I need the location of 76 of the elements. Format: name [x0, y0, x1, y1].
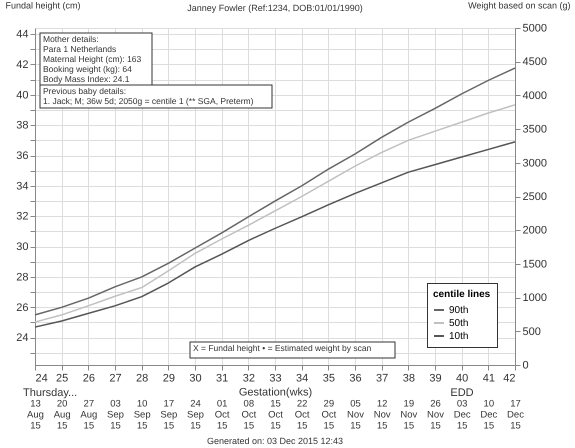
x2-tick-label: 19 Nov 15 [400, 398, 418, 432]
y2-tick-label: 4500 [522, 56, 547, 68]
legend-label: 10th [449, 331, 468, 342]
x2-tick-label: 27 Aug 15 [80, 398, 98, 432]
y-tick-label: 28 [16, 271, 28, 284]
x-tick-label: 24 [36, 372, 48, 384]
y-tick-label: 30 [16, 241, 28, 254]
chart-title: Janney Fowler (Ref:1234, DOB:01/01/1990) [187, 3, 363, 13]
line-series [34, 67, 516, 316]
legend-label: 90th [449, 305, 468, 316]
y-tick-label: 36 [16, 150, 28, 162]
y-tick-label: 24 [16, 332, 28, 344]
line-series [34, 141, 516, 328]
y-tick-label: 38 [16, 120, 28, 132]
x2-tick-label: 15 Oct 15 [268, 398, 284, 432]
x2-tick-label: 05 Nov 15 [347, 398, 364, 432]
y2-tick-label: 2000 [522, 224, 547, 237]
y-tick-label: 40 [16, 89, 28, 102]
x2-tick-label: 17 Dec 15 [507, 398, 524, 432]
x-tick-label: 40 [456, 372, 468, 384]
x2-tick-label: 17 Sep 15 [160, 398, 178, 432]
y-tick-label: 34 [16, 180, 28, 192]
x2-tick-label: 29 Oct 15 [321, 398, 337, 432]
y2-tick-label: 3000 [522, 157, 547, 170]
y-tick-label: 26 [16, 302, 28, 314]
y2-tick-label: 2500 [522, 191, 547, 203]
y-axis-title: Fundal height (cm) [6, 0, 81, 10]
y2-tick-label: 0 [522, 360, 529, 372]
x-tick-label: 42 [503, 372, 516, 384]
x-tick-label: 27 [109, 372, 122, 384]
x2-tick-label: 03 Dec 15 [454, 398, 471, 432]
x-tick-label: 30 [189, 372, 202, 384]
x2-tick-label: 20 Aug 15 [54, 398, 71, 432]
text: Thursday... [23, 387, 78, 399]
x2-tick-label: 12 Nov 15 [374, 398, 391, 432]
y2-tick-label: 1500 [522, 258, 547, 270]
x2-tick-label: 10 Sep 15 [134, 398, 151, 432]
y2-tick-label: 3500 [522, 124, 547, 136]
x2-tick-label: 10 Dec 15 [480, 398, 498, 432]
x-tick-label: 34 [296, 372, 308, 384]
x-tick-label: 26 [82, 372, 95, 384]
y2-axis-title: Weight based on scan (g) [468, 0, 570, 10]
x2-tick-label: 22 Oct 15 [294, 398, 310, 432]
x-tick-label: 31 [216, 372, 228, 384]
x-axis-title: Gestation(wks) [238, 386, 312, 398]
y-tick-label: 44 [16, 28, 28, 41]
y2-tick-label: 4000 [522, 90, 547, 102]
y2-tick-label: 5000 [522, 22, 547, 34]
legend-title: centile lines [433, 289, 491, 300]
x2-tick-label: 01 Oct 15 [214, 398, 230, 432]
x2-tick-label: 03 Sep 15 [107, 398, 124, 432]
x2-tick-label: 26 Nov 15 [427, 398, 444, 432]
x2-tick-label: 08 Oct 15 [241, 398, 257, 432]
x2-tick-label: 13 Aug 15 [27, 398, 44, 432]
y-tick-label: 32 [16, 210, 28, 223]
x-tick-label: 36 [349, 372, 362, 384]
x-tick-label: 33 [269, 372, 282, 384]
x-tick-label: 32 [242, 372, 255, 384]
annotation: Previous baby details: 1. Jack; M; 36w 5d; 2050g = centile 1 (** SGA, Preterm) [43, 86, 254, 106]
y2-tick-label: 500 [522, 326, 541, 338]
x-tick-label: 37 [376, 372, 388, 384]
x-tick-label: 35 [322, 372, 335, 384]
text: EDD [450, 387, 474, 399]
annotation: X = Fundal height • = Estimated weight by scan [193, 343, 372, 353]
x2-tick-label: 24 Sep 15 [187, 398, 204, 432]
x-tick-label: 39 [429, 372, 442, 384]
x-tick-label: 25 [56, 372, 68, 384]
x-tick-label: 38 [402, 372, 415, 384]
y-tick-label: 42 [16, 58, 28, 71]
x-tick-label: 41 [482, 372, 495, 384]
text: Generated on: 03 Dec 2015 12:43 [206, 436, 344, 446]
legend-label: 50th [449, 318, 468, 329]
x-tick-label: 29 [162, 372, 175, 384]
x-tick-label: 28 [136, 372, 148, 384]
annotation: Mother details: Para 1 Netherlands Maternal Height (cm): 163 Booking weight (kg): 64 Body Mass Index: 24.1 [43, 34, 142, 84]
y2-tick-label: 1000 [522, 292, 547, 304]
